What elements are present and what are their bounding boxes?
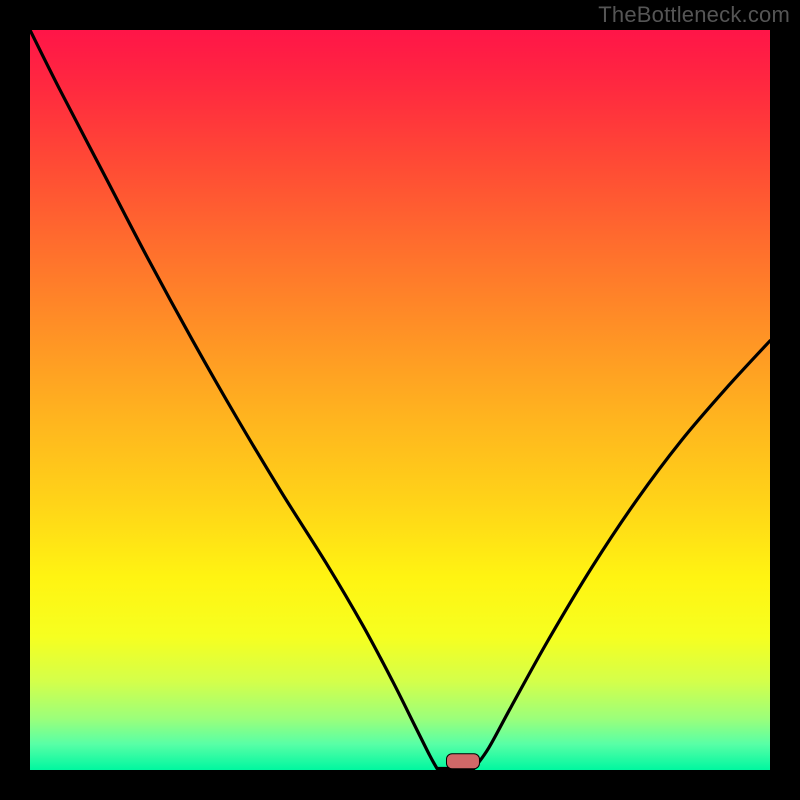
minimum-marker xyxy=(446,753,480,769)
bottleneck-curve xyxy=(30,30,770,770)
chart-frame: TheBottleneck.com xyxy=(0,0,800,800)
curve-path xyxy=(30,30,770,769)
plot-area xyxy=(30,30,770,770)
watermark-text: TheBottleneck.com xyxy=(598,2,790,28)
